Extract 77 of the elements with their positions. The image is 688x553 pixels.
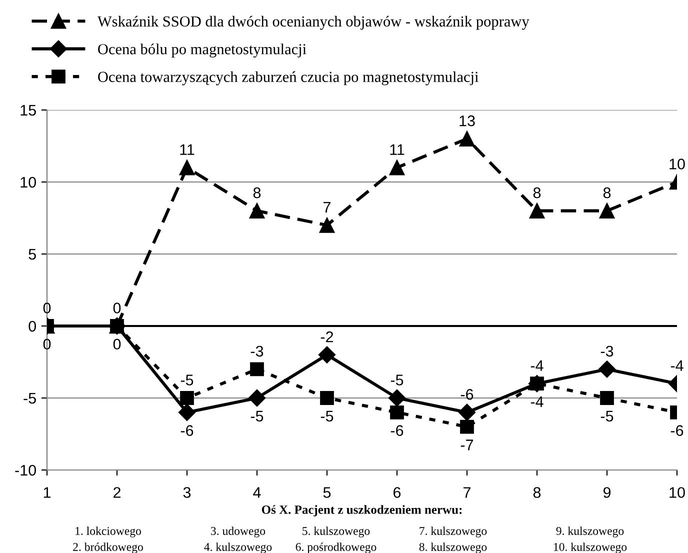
data-label: -5 [600,410,614,422]
legend-label: Ocena bólu po magnetostymulacji [98,44,306,58]
data-label: -5 [250,410,264,422]
data-label: -4 [530,360,544,371]
x-tick-label: 9 [603,487,611,498]
text: 5. kulszowego [302,526,370,538]
data-label: -4 [530,396,544,407]
legend-label: Wskaźnik SSOD dla dwóch ocenianych objawów - wskaźnik poprawy [97,16,530,30]
point [388,389,406,407]
data-label: -6 [460,389,474,400]
point [320,391,334,405]
point [250,362,264,376]
point [180,391,194,405]
text: 2. bródkowego [73,542,143,553]
data-label: 0 [43,302,51,314]
point [598,360,616,378]
data-label: 7 [324,202,330,212]
x-tick-label: 3 [183,487,191,498]
y-tick-label: 10 [20,176,36,188]
x-axis-title: Oś X. Pacjent z uszkodzeniem nerwu: [262,505,462,516]
data-label: 8 [253,187,261,198]
x-tick-label: 7 [464,487,470,498]
point [178,404,196,421]
point [248,389,266,407]
data-label: -3 [600,346,614,357]
text: 8. kulszowego [419,542,487,553]
data-label: 10 [670,158,685,170]
data-label: 11 [180,144,194,155]
y-tick-label: 15 [20,105,36,116]
data-label: -6 [670,425,684,436]
data-label: 11 [390,144,404,155]
data-label: -4 [670,360,684,371]
data-label: 0 [113,338,121,350]
y-tick-label: -10 [15,464,36,476]
data-label: -5 [180,374,194,386]
x-tick-label: 8 [533,487,541,498]
x-tick-label: 10 [670,487,685,498]
x-tick-label: 4 [253,487,261,498]
data-label: 8 [533,187,541,198]
point [318,346,336,364]
data-label: -6 [390,425,404,436]
data-label: 0 [113,302,121,314]
point [600,391,614,405]
text: 4. kulszowego [204,542,272,553]
point [459,131,475,146]
data-label: -6 [180,425,194,436]
text: 1. lokciowego [76,526,141,538]
point [319,218,335,233]
data-label: 8 [603,187,611,198]
data-label: -5 [320,410,334,422]
point [390,405,404,420]
x-tick-label: 6 [394,487,401,498]
point [599,203,615,218]
point [389,160,405,176]
text: 6. pośrodkowego [296,542,376,553]
data-label: -3 [250,346,264,357]
data-label: -2 [320,331,334,342]
data-label: 0 [43,338,51,350]
y-tick-label: -5 [24,393,36,404]
y-tick-label: 0 [28,320,36,332]
data-label: 13 [460,115,475,126]
text: 3. udowego [211,526,266,538]
point [529,203,545,218]
data-label: -5 [390,374,404,386]
point [460,420,474,434]
data-label: -7 [460,440,474,450]
x-tick-label: 5 [323,487,331,498]
point [458,404,476,421]
text: 7. kulszowego [420,526,487,538]
point [249,203,265,218]
x-tick-label: 2 [114,487,120,498]
y-tick-label: 5 [28,249,36,260]
text: 10. kulszowego [554,542,627,553]
text: 9. kulszowego [556,526,624,538]
point [179,160,195,176]
x-tick-label: 1 [44,487,51,498]
legend-label: Ocena towarzyszących zaburzeń czucia po magnetostymulacji [98,71,478,86]
